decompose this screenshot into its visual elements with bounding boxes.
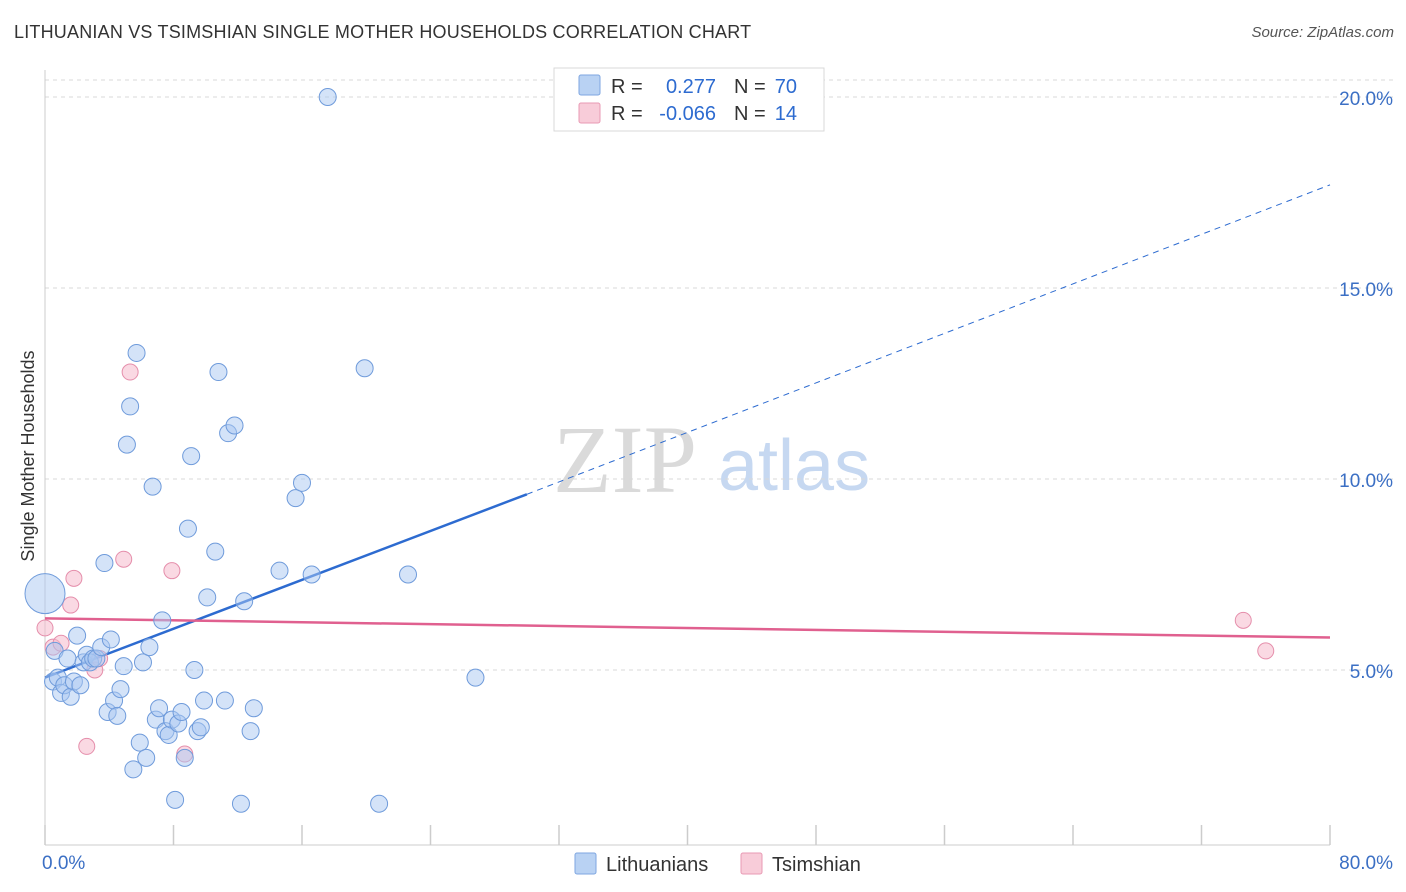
point-lithuanians-56 (235, 592, 254, 611)
legend-r-label-1: R = (611, 76, 643, 98)
point-lithuanians-22 (111, 680, 130, 699)
point-tsimshian-3 (62, 596, 80, 614)
point-lithuanians-10 (71, 676, 90, 695)
series-legend-label-tsimshian: Tsimshian (772, 854, 861, 876)
tick-labels: 5.0% 10.0% 15.0% 20.0% 0.0% 80.0% (42, 89, 1393, 874)
legend-r-label-2: R = (611, 103, 643, 125)
chart-title: LITHUANIAN VS TSIMSHIAN SINGLE MOTHER HO… (14, 22, 752, 42)
point-lithuanians-61 (293, 473, 311, 492)
point-lithuanians-57 (241, 722, 260, 741)
point-tsimshian-12 (1234, 611, 1252, 629)
point-lithuanians-21 (108, 706, 127, 725)
point-lithuanians-64 (355, 359, 374, 378)
legend-r-value-1: 0.277 (666, 76, 716, 98)
x-tick-label-max: 80.0% (1339, 853, 1393, 874)
legend-swatch-tsimshian (578, 102, 601, 124)
series-legend-swatch-lithuanians (574, 852, 597, 875)
trend-line-lithuanians (44, 493, 528, 679)
x-tick-label-min: 0.0% (42, 853, 85, 874)
point-lithuanians-59 (270, 561, 289, 580)
source-credit: Source: ZipAtlas.com (1251, 24, 1394, 41)
point-lithuanians-49 (198, 588, 217, 607)
point-lithuanians-23 (114, 657, 133, 676)
legend-n-label-1: N = (734, 76, 766, 98)
point-lithuanians-44 (182, 447, 201, 466)
legend-swatch-lithuanians (578, 74, 601, 96)
y-tick-label-20: 20.0% (1339, 89, 1393, 110)
point-lithuanians-19 (101, 630, 120, 649)
point-lithuanians-51 (209, 363, 228, 382)
point-lithuanians-63 (318, 88, 337, 106)
point-lithuanians-9 (68, 626, 87, 645)
point-tsimshian-4 (65, 569, 83, 587)
point-lithuanians-32 (143, 477, 162, 496)
point-tsimshian-0 (36, 619, 54, 637)
point-tsimshian-8 (115, 550, 133, 568)
point-tsimshian-13 (1257, 642, 1275, 660)
point-lithuanians-17 (95, 554, 114, 573)
point-lithuanians-29 (133, 653, 152, 672)
point-lithuanians-66 (399, 565, 418, 584)
legend-n-value-2: 14 (775, 103, 797, 125)
point-tsimshian-10 (163, 562, 181, 580)
watermark-atlas: atlas (718, 426, 870, 506)
trend-line-lithuanians-extension (526, 184, 1331, 495)
point-lithuanians-60 (286, 489, 305, 508)
point-lithuanians-31 (140, 638, 159, 657)
trend-lines (44, 184, 1331, 679)
point-lithuanians-67 (466, 668, 485, 687)
point-lithuanians-47 (191, 718, 210, 737)
point-lithuanians-50 (206, 542, 225, 561)
legend-n-value-1: 70 (775, 76, 797, 98)
point-lithuanians-28 (130, 733, 149, 752)
stats-legend: R = 0.277 N = 70 R = -0.066 N = 14 (553, 67, 825, 132)
point-lithuanians-52 (215, 691, 234, 710)
point-lithuanians-27 (127, 343, 146, 362)
series-legend-label-lithuanians: Lithuanians (606, 854, 708, 876)
point-lithuanians-48 (195, 691, 214, 710)
point-lithuanians-0 (24, 573, 66, 615)
grid (45, 79, 1395, 671)
point-lithuanians-42 (175, 748, 194, 767)
point-lithuanians-41 (172, 703, 191, 722)
series-legend-swatch-tsimshian (740, 852, 763, 875)
point-lithuanians-62 (302, 565, 321, 584)
point-lithuanians-65 (370, 794, 389, 813)
point-lithuanians-54 (225, 416, 244, 435)
data-points (24, 88, 1275, 813)
point-tsimshian-9 (121, 363, 139, 381)
watermark-zip: ZIP (553, 406, 697, 513)
point-lithuanians-39 (166, 790, 185, 809)
point-lithuanians-34 (150, 699, 169, 718)
trend-line-tsimshian (44, 617, 1331, 639)
point-tsimshian-5 (78, 737, 96, 755)
point-lithuanians-45 (185, 661, 204, 679)
point-lithuanians-26 (124, 760, 143, 779)
y-tick-label-10: 10.0% (1339, 471, 1393, 492)
point-lithuanians-6 (58, 649, 77, 668)
series-legend: Lithuanians Tsimshian (574, 852, 861, 876)
point-lithuanians-55 (231, 794, 250, 813)
axes (44, 70, 1331, 846)
point-lithuanians-30 (137, 748, 156, 767)
point-lithuanians-25 (121, 397, 140, 416)
point-lithuanians-43 (178, 519, 197, 538)
y-axis-title: Single Mother Households (18, 350, 38, 561)
point-lithuanians-24 (117, 435, 136, 454)
point-lithuanians-58 (244, 699, 263, 718)
legend-n-label-2: N = (734, 103, 766, 125)
watermark: ZIP atlas (553, 406, 870, 513)
y-tick-label-5: 5.0% (1350, 662, 1393, 683)
y-tick-label-15: 15.0% (1339, 280, 1393, 301)
point-lithuanians-35 (153, 611, 172, 630)
legend-r-value-2: -0.066 (659, 103, 716, 125)
